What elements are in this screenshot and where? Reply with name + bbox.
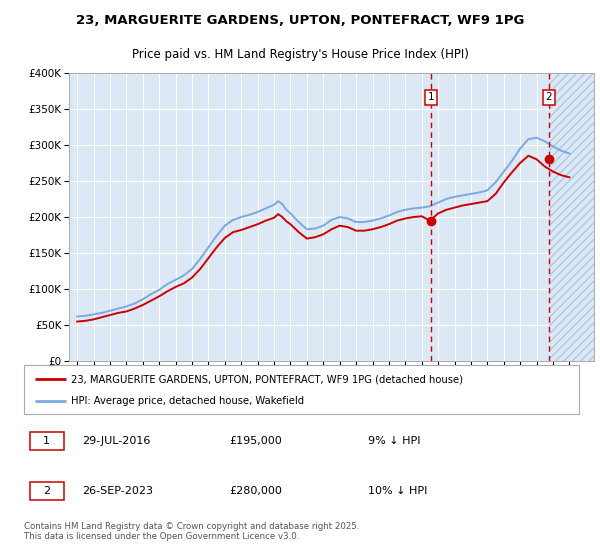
Text: 29-JUL-2016: 29-JUL-2016 <box>82 436 151 446</box>
Text: 1: 1 <box>43 436 50 446</box>
Text: 23, MARGUERITE GARDENS, UPTON, PONTEFRACT, WF9 1PG: 23, MARGUERITE GARDENS, UPTON, PONTEFRAC… <box>76 14 524 27</box>
Text: Contains HM Land Registry data © Crown copyright and database right 2025.
This d: Contains HM Land Registry data © Crown c… <box>24 522 359 541</box>
Text: 9% ↓ HPI: 9% ↓ HPI <box>368 436 421 446</box>
Text: 2: 2 <box>43 486 50 496</box>
Text: Price paid vs. HM Land Registry's House Price Index (HPI): Price paid vs. HM Land Registry's House … <box>131 48 469 61</box>
Text: 2: 2 <box>545 92 552 102</box>
Text: 23, MARGUERITE GARDENS, UPTON, PONTEFRACT, WF9 1PG (detached house): 23, MARGUERITE GARDENS, UPTON, PONTEFRAC… <box>71 375 463 385</box>
Text: 1: 1 <box>428 92 434 102</box>
Bar <box>549 73 594 361</box>
Text: 10% ↓ HPI: 10% ↓ HPI <box>368 486 427 496</box>
Text: £195,000: £195,000 <box>229 436 282 446</box>
Text: 26-SEP-2023: 26-SEP-2023 <box>82 486 153 496</box>
Bar <box>29 432 64 450</box>
Text: £280,000: £280,000 <box>229 486 282 496</box>
Bar <box>549 73 594 361</box>
Bar <box>29 482 64 500</box>
Text: HPI: Average price, detached house, Wakefield: HPI: Average price, detached house, Wake… <box>71 396 304 406</box>
